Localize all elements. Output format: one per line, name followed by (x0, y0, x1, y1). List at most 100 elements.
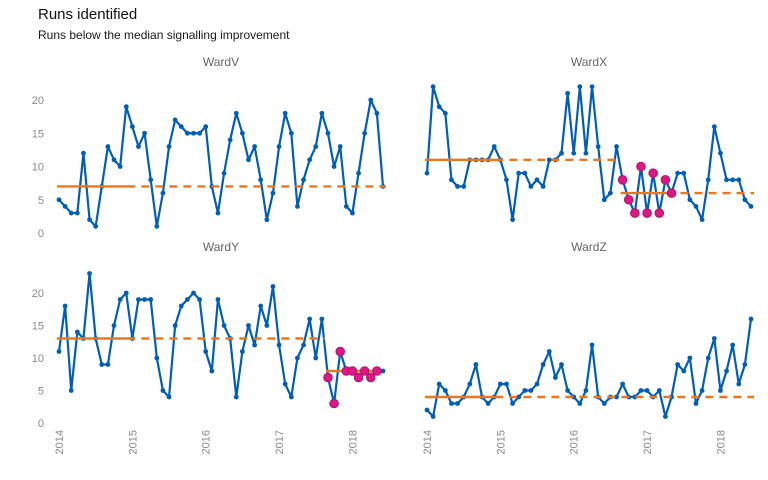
data-point (522, 388, 528, 393)
x-axis-tick-label: 2015 (127, 430, 139, 454)
data-point (56, 197, 62, 203)
y-axis-tick-label: 20 (32, 288, 44, 300)
data-point (473, 362, 479, 367)
data-point (681, 170, 687, 176)
data-point (424, 407, 430, 413)
data-point (736, 177, 742, 183)
chart-subtitle: Runs below the median signalling improve… (38, 28, 290, 42)
data-point (276, 144, 282, 149)
data-point (178, 124, 184, 129)
series-line (57, 98, 385, 228)
y-axis-tick-label: 5 (38, 195, 44, 207)
data-point (136, 144, 141, 149)
data-point (221, 323, 227, 328)
data-point (209, 368, 215, 374)
data-point (313, 355, 319, 361)
data-point (687, 355, 693, 361)
data-point (166, 394, 172, 400)
data-point (129, 124, 135, 129)
data-point (160, 190, 166, 196)
run-highlight-point (623, 194, 634, 205)
data-point (644, 388, 650, 393)
data-point (552, 375, 558, 380)
data-point (99, 362, 105, 367)
y-axis-tick-label: 5 (38, 386, 44, 398)
data-point (270, 284, 276, 289)
data-point (681, 368, 687, 374)
facet-strip-label: WardY (203, 240, 239, 254)
data-point (442, 110, 448, 116)
data-point (337, 144, 343, 149)
data-point (197, 130, 203, 136)
data-point (534, 381, 540, 387)
data-point (117, 164, 123, 169)
data-point (68, 210, 74, 216)
data-point (270, 190, 276, 196)
data-point (436, 104, 442, 110)
facet-strip-label: WardZ (571, 240, 607, 254)
x-axis-tick-label: 2016 (201, 430, 213, 454)
data-point (742, 362, 748, 367)
data-point (123, 290, 129, 296)
data-point (239, 349, 245, 354)
data-point (68, 388, 74, 393)
run-highlight-point (353, 372, 364, 383)
data-point (264, 217, 270, 223)
data-point (56, 349, 62, 354)
data-point (203, 349, 209, 354)
run-highlight-point (642, 208, 652, 218)
data-point (528, 184, 534, 189)
data-point (711, 124, 717, 129)
facet-panel-WardY: WardY 0 5 10 15 20 2014 2015 2016 2017 2018 (32, 240, 386, 454)
data-point (455, 401, 460, 406)
data-point (620, 381, 626, 387)
x-axis-tick-label: 2018 (347, 430, 359, 454)
data-point (504, 381, 509, 387)
data-point (343, 204, 349, 209)
data-point (675, 362, 681, 367)
data-point (724, 177, 729, 183)
data-point (540, 362, 546, 367)
data-point (595, 144, 601, 149)
data-point (467, 381, 473, 387)
data-point (461, 184, 467, 189)
data-point (705, 177, 711, 183)
data-point (589, 342, 595, 348)
data-point (301, 177, 306, 183)
data-point (307, 316, 313, 322)
data-point (656, 388, 662, 393)
data-point (221, 170, 227, 176)
data-point (374, 110, 380, 116)
data-point (693, 204, 699, 209)
data-point (288, 394, 294, 400)
y-axis-tick-label: 0 (38, 228, 44, 240)
data-point (504, 177, 509, 183)
data-point (74, 329, 80, 335)
data-point (81, 150, 86, 156)
run-highlight-point (323, 372, 333, 383)
x-axis-tick-label: 2014 (54, 430, 66, 454)
data-point (699, 388, 705, 393)
data-point (449, 177, 454, 183)
data-point (362, 130, 368, 136)
data-point (436, 381, 442, 387)
data-point (301, 342, 306, 348)
data-point (748, 204, 754, 209)
data-point (546, 157, 552, 163)
data-point (601, 197, 607, 203)
data-point (577, 84, 583, 90)
data-point (583, 150, 589, 156)
data-point (117, 297, 123, 302)
data-point (589, 84, 595, 90)
x-axis-tick-label: 2017 (274, 430, 286, 454)
run-highlight-point (636, 161, 646, 172)
data-point (534, 177, 540, 183)
data-point (424, 170, 430, 176)
x-axis-tick-label: 2015 (495, 430, 507, 454)
data-point (583, 388, 589, 393)
data-point (62, 303, 68, 309)
y-axis-tick-label: 20 (32, 95, 44, 107)
data-point (227, 137, 233, 143)
data-point (718, 150, 723, 156)
